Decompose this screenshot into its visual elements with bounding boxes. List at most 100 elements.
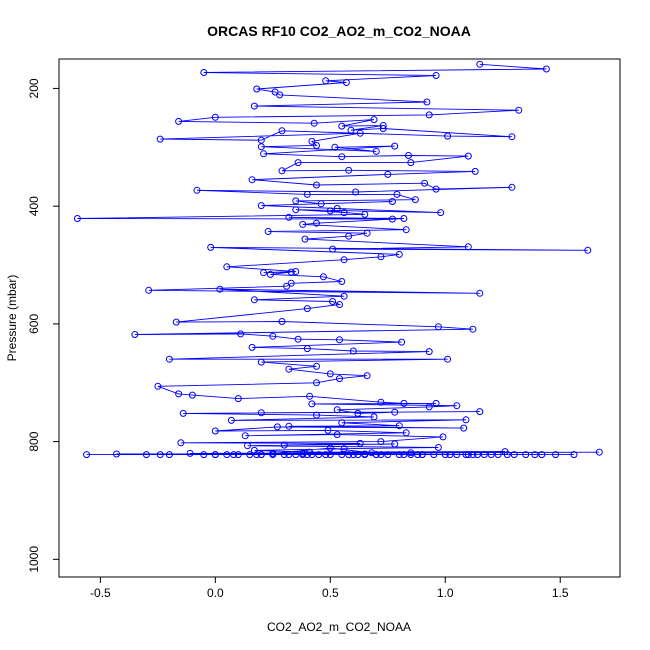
data-point bbox=[395, 451, 403, 459]
data-point bbox=[340, 209, 348, 217]
data-point bbox=[515, 106, 523, 114]
data-point bbox=[476, 60, 484, 68]
data-point bbox=[313, 219, 320, 227]
data-point bbox=[446, 451, 454, 459]
data-point bbox=[453, 402, 461, 410]
data-point bbox=[73, 215, 81, 222]
data-point bbox=[303, 345, 311, 353]
data-point bbox=[418, 451, 426, 459]
data-point bbox=[280, 441, 288, 449]
data-point bbox=[434, 323, 442, 331]
data-point bbox=[476, 408, 484, 416]
data-point bbox=[188, 391, 196, 399]
data-point bbox=[303, 190, 311, 198]
data-point bbox=[471, 167, 479, 175]
data-point bbox=[432, 399, 440, 407]
data-point bbox=[234, 451, 242, 459]
data-point bbox=[377, 451, 385, 459]
data-point bbox=[391, 142, 399, 150]
data-point bbox=[469, 325, 477, 333]
data-point bbox=[207, 243, 215, 251]
x-tick-label: 0.5 bbox=[322, 586, 339, 600]
y-tick-label: 600 bbox=[27, 314, 41, 334]
data-point bbox=[425, 348, 433, 356]
data-point bbox=[186, 449, 194, 457]
series-layer bbox=[73, 60, 603, 459]
data-point bbox=[400, 451, 408, 459]
data-point bbox=[370, 413, 378, 421]
data-point bbox=[193, 186, 201, 194]
data-point bbox=[234, 395, 242, 403]
data-point bbox=[285, 422, 293, 430]
data-point bbox=[474, 451, 481, 459]
data-point bbox=[333, 205, 341, 212]
data-point bbox=[278, 127, 286, 135]
data-point bbox=[437, 209, 445, 217]
data-point bbox=[331, 143, 339, 151]
data-point bbox=[462, 416, 470, 424]
data-point bbox=[462, 451, 470, 459]
data-point bbox=[421, 179, 429, 187]
data-point bbox=[264, 228, 272, 235]
data-point bbox=[377, 438, 385, 446]
data-point bbox=[354, 451, 362, 459]
x-tick-label: -0.5 bbox=[90, 586, 111, 600]
data-point bbox=[349, 451, 357, 459]
data-point bbox=[377, 253, 385, 261]
data-point bbox=[165, 355, 173, 363]
data-point bbox=[172, 318, 180, 326]
data-point bbox=[299, 220, 307, 228]
data-point bbox=[223, 451, 231, 459]
data-point bbox=[306, 448, 314, 456]
data-point bbox=[361, 451, 369, 459]
data-point bbox=[303, 305, 311, 313]
data-point bbox=[388, 215, 396, 223]
data-point bbox=[400, 399, 408, 407]
data-point bbox=[227, 416, 235, 424]
data-point bbox=[333, 406, 341, 414]
data-point bbox=[395, 250, 403, 258]
data-point bbox=[398, 338, 406, 346]
data-point bbox=[494, 451, 502, 459]
y-tick-label: 200 bbox=[27, 78, 41, 98]
data-point bbox=[257, 451, 265, 459]
data-point bbox=[308, 137, 316, 145]
data-point bbox=[241, 432, 249, 440]
data-point bbox=[444, 132, 452, 140]
data-point bbox=[430, 451, 438, 459]
data-point bbox=[175, 117, 183, 125]
data-point bbox=[313, 181, 320, 189]
data-point bbox=[338, 419, 346, 427]
data-point bbox=[313, 142, 320, 149]
data-point bbox=[432, 72, 440, 79]
data-point bbox=[391, 440, 399, 448]
data-point bbox=[179, 409, 187, 417]
data-point bbox=[584, 246, 592, 254]
data-point bbox=[407, 451, 415, 459]
data-point bbox=[377, 398, 385, 406]
data-point bbox=[308, 451, 316, 459]
data-point bbox=[368, 449, 376, 457]
data-point bbox=[345, 166, 353, 174]
data-point bbox=[257, 409, 265, 417]
data-point bbox=[411, 196, 419, 204]
data-point bbox=[257, 202, 265, 210]
data-point bbox=[313, 411, 320, 419]
data-point bbox=[402, 429, 410, 437]
data-point bbox=[319, 273, 327, 281]
data-point bbox=[278, 318, 286, 325]
data-point bbox=[165, 451, 173, 459]
data-point bbox=[345, 451, 353, 459]
data-point bbox=[336, 375, 343, 383]
data-point bbox=[250, 446, 258, 454]
data-point bbox=[301, 235, 309, 243]
data-point bbox=[142, 451, 150, 459]
data-point bbox=[542, 65, 550, 73]
data-point bbox=[531, 451, 539, 459]
data-point bbox=[145, 286, 153, 294]
data-point bbox=[292, 197, 300, 205]
data-point bbox=[156, 451, 164, 459]
data-point bbox=[267, 270, 274, 278]
data-point bbox=[329, 245, 337, 253]
data-point bbox=[230, 451, 238, 459]
